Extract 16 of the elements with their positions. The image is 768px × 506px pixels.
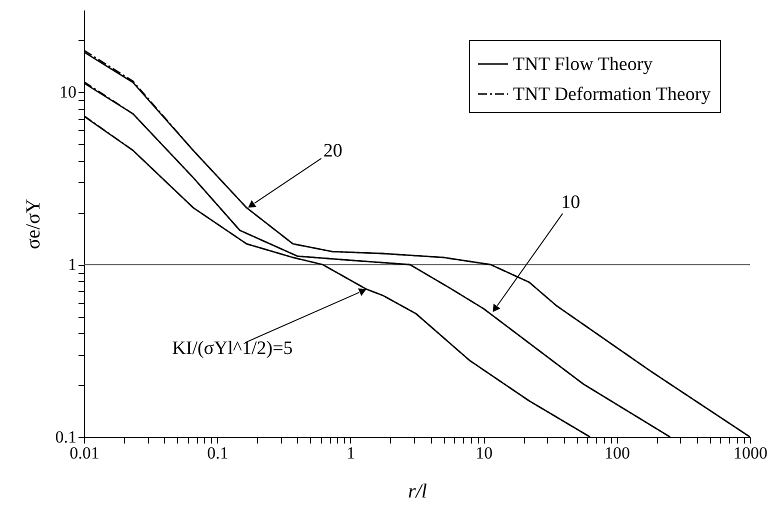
x-tick-label: 1000 — [734, 444, 768, 462]
annotation: 20 — [323, 140, 342, 162]
x-tick-label: 100 — [604, 444, 630, 462]
y-tick-label: 1 — [68, 255, 76, 274]
x-axis-title: r/l — [408, 480, 428, 502]
legend-label: TNT Deformation Theory — [513, 84, 712, 105]
x-tick-label: 0.1 — [207, 444, 228, 462]
y-tick-label: 0.1 — [55, 428, 76, 446]
x-tick-label: 0.01 — [70, 444, 100, 462]
annotation: 10 — [561, 192, 580, 214]
y-axis-title: σe/σY — [22, 198, 44, 250]
x-tick-label: 1 — [346, 444, 356, 462]
y-tick-label: 10 — [60, 82, 76, 102]
legend-label: TNT Flow Theory — [513, 54, 654, 75]
annotation: KI/(σYl^1/2)=5 — [172, 338, 293, 360]
x-tick-label: 10 — [476, 444, 493, 462]
